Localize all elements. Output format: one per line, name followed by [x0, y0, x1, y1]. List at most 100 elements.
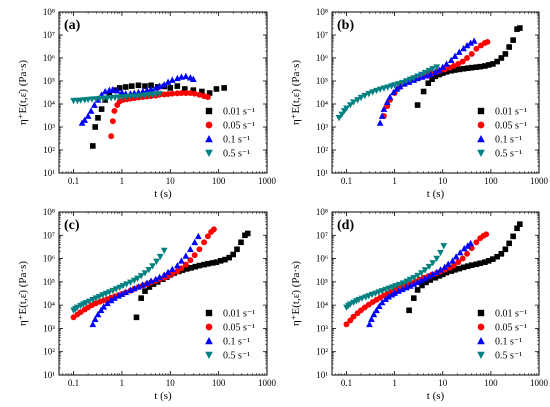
data-point — [127, 286, 134, 293]
y-tick-label: 10⁷ — [43, 230, 55, 240]
y-tick-label: 10² — [316, 347, 328, 357]
data-point — [119, 283, 127, 290]
data-point — [343, 105, 350, 112]
data-point — [139, 281, 147, 288]
data-point — [406, 282, 414, 289]
data-point — [451, 52, 459, 59]
legend-label: 0.5 s⁻¹ — [495, 149, 522, 160]
data-point — [95, 115, 101, 121]
data-point — [133, 314, 140, 321]
data-point — [459, 58, 466, 65]
data-point — [422, 72, 430, 79]
data-point — [169, 270, 176, 277]
data-point — [118, 290, 126, 297]
data-point — [146, 284, 153, 290]
data-point — [211, 226, 217, 233]
data-point — [85, 298, 93, 305]
x-tick-label: 100 — [212, 176, 226, 186]
y-axis-label: η⁺E(t,ε̇) (Pa·s) — [17, 60, 29, 125]
data-point — [244, 230, 251, 237]
x-tick-label: 0.1 — [68, 176, 79, 186]
data-point — [410, 280, 418, 287]
data-point — [378, 298, 386, 306]
data-point — [455, 48, 463, 55]
y-tick-label: 10⁶ — [43, 254, 55, 264]
data-point — [391, 289, 398, 296]
data-point — [130, 277, 138, 284]
data-point — [440, 243, 448, 250]
y-tick-label: 10⁶ — [316, 254, 328, 264]
data-point — [152, 84, 160, 91]
x-tick-label: 1 — [120, 176, 125, 186]
data-point — [204, 94, 211, 101]
data-point — [443, 60, 450, 67]
series-1 — [414, 25, 523, 108]
data-point — [450, 63, 457, 69]
data-point — [384, 84, 392, 91]
data-point — [447, 56, 455, 64]
data-point — [91, 101, 98, 108]
data-point — [187, 90, 194, 96]
data-point — [402, 284, 410, 291]
data-point — [406, 76, 414, 84]
data-point — [386, 93, 394, 100]
data-point — [390, 88, 397, 96]
data-point — [143, 279, 151, 286]
data-point — [383, 98, 391, 105]
data-point — [226, 254, 232, 261]
data-point — [427, 277, 434, 283]
y-axis-label: η⁺E(t,ε̇) (Pa·s) — [17, 261, 29, 326]
x-tick-label: 1000 — [258, 378, 277, 388]
legend: 0.01 s⁻¹ 0.05 s⁻¹ 0.1 s⁻¹ 0.5 s⁻¹ — [477, 107, 527, 160]
legend-label: 0.1 s⁻¹ — [495, 337, 522, 348]
data-point — [473, 45, 480, 52]
y-tick-label: 10⁷ — [316, 30, 328, 40]
data-point — [373, 87, 380, 95]
data-point — [421, 274, 429, 282]
data-point — [456, 265, 463, 272]
data-point — [485, 62, 492, 68]
y-tick-label: 10³ — [43, 323, 55, 333]
data-point — [517, 221, 523, 227]
data-point — [156, 90, 163, 98]
data-point — [153, 258, 160, 265]
data-point — [425, 67, 433, 75]
data-point — [392, 283, 399, 290]
data-point — [395, 281, 403, 289]
legend-label: 0.01 s⁻¹ — [223, 107, 255, 118]
y-tick-label: 10⁵ — [316, 76, 328, 86]
data-point — [189, 75, 197, 82]
legend-marker — [477, 351, 485, 359]
data-point — [160, 247, 168, 255]
data-point — [490, 61, 496, 67]
data-point — [467, 239, 475, 247]
data-point — [468, 64, 475, 71]
data-point — [452, 266, 458, 273]
data-point — [429, 65, 437, 73]
data-point — [463, 41, 471, 49]
data-point — [77, 97, 84, 104]
data-point — [206, 90, 213, 96]
data-point — [160, 271, 168, 278]
data-point — [365, 90, 373, 98]
data-point — [455, 259, 462, 266]
data-point — [498, 251, 505, 257]
data-point — [221, 85, 227, 91]
data-point — [406, 307, 412, 314]
legend-marker — [205, 337, 213, 345]
x-axis-label: t (s) — [427, 188, 445, 200]
legend-marker — [205, 309, 213, 317]
data-point — [396, 82, 404, 90]
data-point — [104, 299, 111, 307]
data-point — [130, 284, 138, 292]
data-point — [468, 262, 475, 268]
data-point — [432, 73, 439, 80]
data-point — [182, 90, 189, 96]
x-tick-label: 1 — [392, 378, 397, 388]
data-point — [460, 44, 467, 52]
data-point — [182, 252, 190, 259]
x-tick-label: 0.1 — [341, 176, 352, 186]
data-point — [399, 280, 407, 287]
x-tick-label: 10 — [438, 176, 448, 186]
data-point — [452, 67, 458, 73]
